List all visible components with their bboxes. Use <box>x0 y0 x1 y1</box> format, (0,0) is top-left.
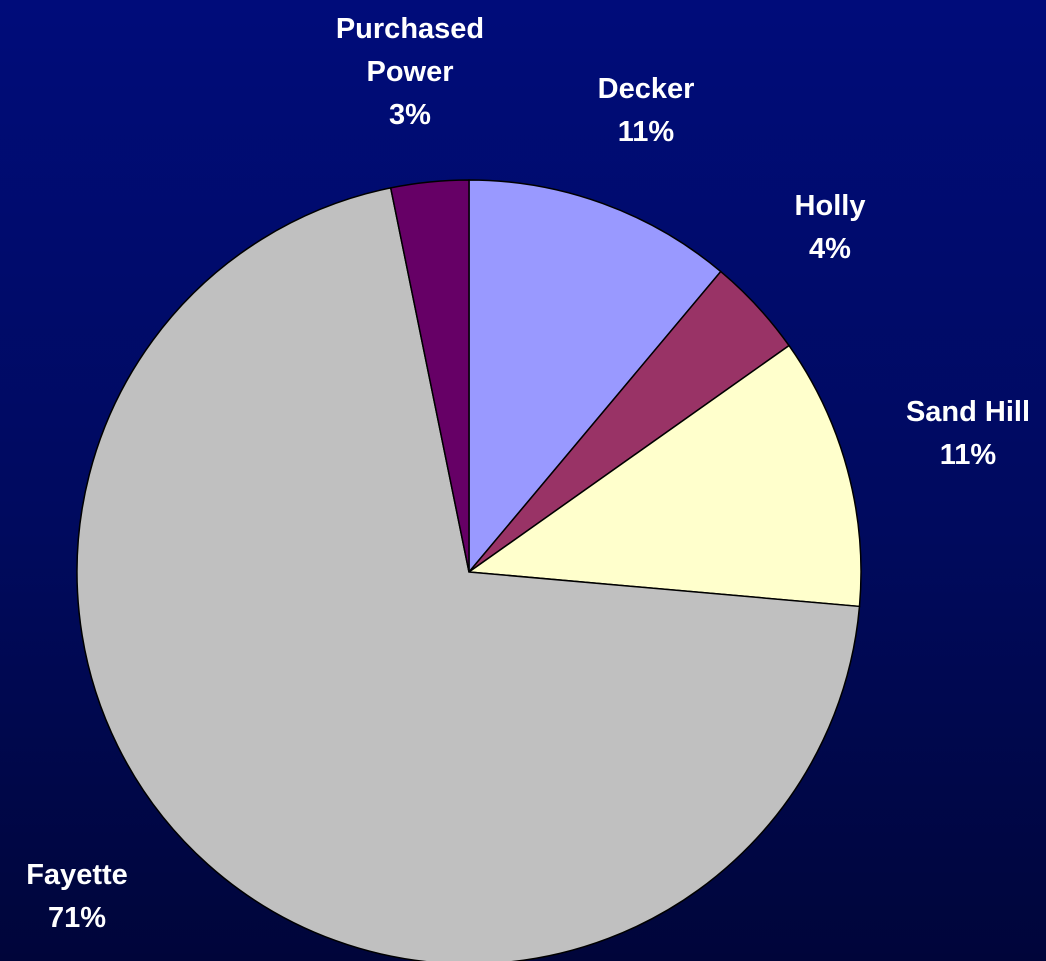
pie-labels: Decker 11% Holly 4% Sand Hill 11% Fayette 71% Pu… <box>26 13 1030 934</box>
slice-name: Decker <box>598 73 695 105</box>
pie-slice-purchased-power <box>389 179 470 573</box>
slice-label-holly: Holly 4% <box>795 190 866 265</box>
slice-label-decker: Decker 11% <box>598 73 695 148</box>
pie-slice-decker <box>468 179 722 575</box>
pie-slice-sand-hill <box>466 344 862 608</box>
pie-slice-fayette <box>76 187 861 961</box>
pie-slices <box>76 179 862 961</box>
slice-percent: 4% <box>809 233 851 265</box>
slice-percent: 3% <box>389 99 431 131</box>
slice-label-purchased-power: Purchased Power 3% <box>336 13 484 131</box>
slice-percent: 11% <box>940 439 997 471</box>
slice-name: Power <box>366 56 453 88</box>
slice-label-sand-hill: Sand Hill 11% <box>906 396 1030 471</box>
slice-label-fayette: Fayette 71% <box>26 859 128 934</box>
slice-percent: 71% <box>48 902 106 934</box>
slice-name: Holly <box>795 190 866 222</box>
slice-name: Fayette <box>26 859 128 891</box>
slice-percent: 11% <box>618 116 675 148</box>
slice-name: Purchased <box>336 13 484 45</box>
slice-name: Sand Hill <box>906 396 1030 428</box>
